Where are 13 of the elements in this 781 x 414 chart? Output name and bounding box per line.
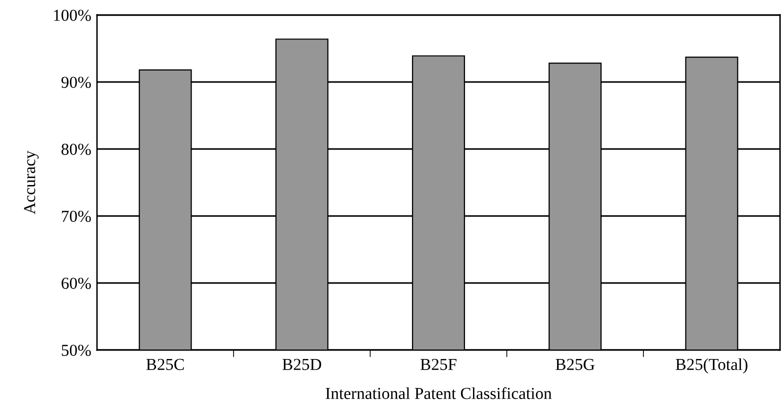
x-tick-label: B25C — [146, 358, 184, 370]
x-tick-label: B25(Total) — [676, 358, 748, 374]
y-tick-label: 70% — [62, 210, 91, 222]
y-tick-label: 80% — [62, 144, 91, 155]
x-axis-title: International Patent Classification — [326, 387, 552, 400]
x-tick-label: B25G — [556, 358, 594, 370]
x-tick-label: B25F — [420, 358, 456, 370]
x-tick-label: B25D — [282, 358, 322, 370]
y-tick-label: 60% — [62, 278, 91, 289]
y-tick-label: 50% — [62, 344, 91, 356]
y-axis-title: Accuracy — [24, 150, 39, 214]
y-tick-label: 90% — [61, 76, 91, 88]
y-tick-label: 100% — [54, 10, 91, 21]
